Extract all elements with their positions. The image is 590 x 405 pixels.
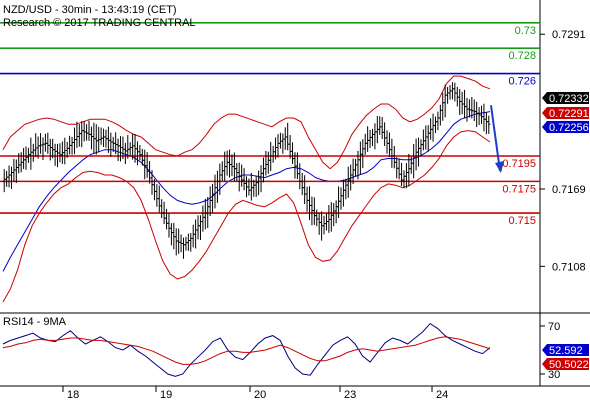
rsi-badge-rsi: 52.592 bbox=[542, 344, 589, 357]
level-label: 0.7195 bbox=[502, 158, 536, 170]
rsi-badge-shape bbox=[542, 344, 589, 356]
time-tick-label: 18 bbox=[67, 389, 79, 400]
price-badge-label: 0.72332 bbox=[549, 93, 589, 105]
level-label: 0.715 bbox=[508, 215, 536, 227]
price-badge-shape bbox=[542, 121, 589, 133]
price-badge-bid: 0.72332 bbox=[542, 92, 589, 105]
price-badge-ask: 0.72256 bbox=[542, 121, 589, 134]
forecast-arrow-head bbox=[495, 161, 504, 174]
rsi-badge-label: 52.592 bbox=[549, 345, 583, 357]
rsi-tick-label: 30 bbox=[548, 369, 560, 381]
price-badge-label: 0.72291 bbox=[549, 108, 589, 120]
price-tick-label: 0.7291 bbox=[552, 29, 586, 41]
price-bar bbox=[487, 115, 491, 134]
forecast-arrow-shaft bbox=[490, 105, 501, 172]
price-badge-shape bbox=[542, 92, 589, 104]
rsi-badge-shape bbox=[542, 358, 589, 370]
rsi-tick-label: 70 bbox=[548, 321, 560, 333]
price-badge-shape bbox=[542, 107, 589, 119]
level-label: 0.7175 bbox=[502, 183, 536, 195]
rsi-ma-line bbox=[2, 336, 491, 365]
price-badge-label: 0.72256 bbox=[549, 122, 589, 134]
rsi-badge-label: 50.5022 bbox=[549, 359, 589, 371]
rsi-badge-rsi-ma: 50.5022 bbox=[542, 358, 589, 371]
level-label: 0.73 bbox=[515, 25, 536, 37]
rsi-line bbox=[2, 322, 491, 377]
chart-title: NZD/USD - 30min - 13:43:19 (CET) bbox=[3, 4, 177, 16]
level-label: 0.726 bbox=[508, 76, 536, 88]
price-tick-label: 0.7108 bbox=[552, 261, 586, 273]
chart-subtitle: Research © 2017 TRADING CENTRAL bbox=[3, 17, 196, 29]
level-label: 0.728 bbox=[508, 50, 536, 62]
price-tick-label: 0.7169 bbox=[552, 184, 586, 196]
time-tick-label: 23 bbox=[344, 389, 356, 400]
time-tick-label: 24 bbox=[436, 389, 448, 400]
time-tick-label: 19 bbox=[160, 389, 172, 400]
price-badge-mid: 0.72291 bbox=[542, 107, 589, 120]
rsi-title: RSI14 - 9MA bbox=[3, 316, 67, 328]
time-tick-label: 20 bbox=[254, 389, 266, 400]
